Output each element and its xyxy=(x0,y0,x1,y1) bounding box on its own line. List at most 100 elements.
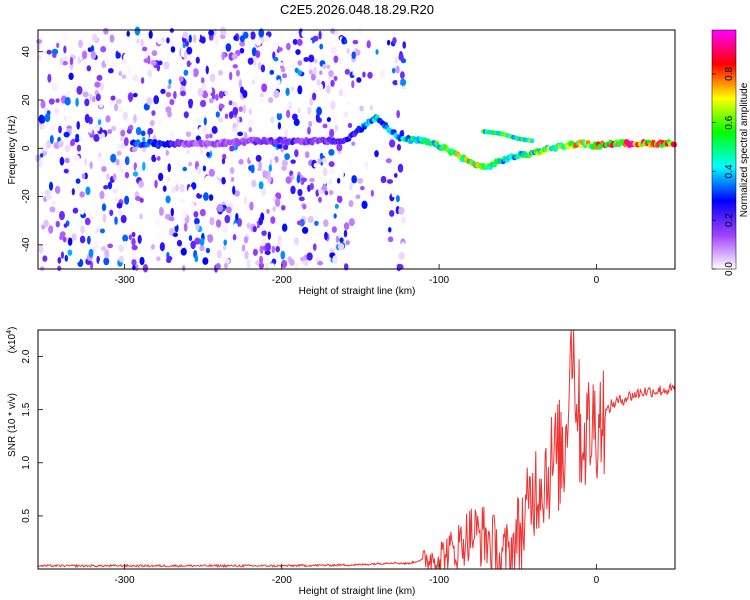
heatmap-cell xyxy=(196,106,201,113)
heatmap-cell xyxy=(304,151,310,159)
heatmap-cell xyxy=(188,56,195,63)
heatmap-cell xyxy=(317,158,322,164)
heatmap-cell xyxy=(391,67,396,74)
heatmap-cell xyxy=(42,144,48,152)
heatmap-cell xyxy=(46,49,52,55)
heatmap-cell xyxy=(239,47,245,54)
y-tick-label: 1.5 xyxy=(21,402,32,416)
heatmap-cell xyxy=(182,31,189,39)
heatmap-cell xyxy=(330,100,336,110)
heatmap-cell xyxy=(208,98,214,104)
heatmap-cell xyxy=(75,178,81,184)
heatmap-cell xyxy=(79,135,84,143)
heatmap-cell xyxy=(70,161,74,168)
heatmap-cell xyxy=(205,133,210,140)
heatmap-cell xyxy=(324,190,329,196)
heatmap-cell xyxy=(211,92,216,100)
heatmap-cell xyxy=(313,58,318,64)
heatmap-cell xyxy=(278,47,283,52)
heatmap-cell xyxy=(214,36,220,46)
snr-y-multiplier: (x104) xyxy=(6,327,18,354)
heatmap-cell xyxy=(352,71,356,76)
heatmap-cell xyxy=(249,201,254,211)
heatmap-cell xyxy=(117,107,124,113)
heatmap-cell xyxy=(198,186,205,195)
heatmap-cell xyxy=(312,243,317,251)
heatmap-cell xyxy=(112,137,117,145)
heatmap-cell xyxy=(221,51,226,61)
heatmap-cell xyxy=(120,142,126,149)
heatmap-cell xyxy=(139,62,145,72)
heatmap-cell xyxy=(233,35,238,41)
heatmap-cell xyxy=(248,127,252,133)
heatmap-cell xyxy=(307,126,311,135)
heatmap-cell xyxy=(232,234,237,241)
heatmap-cell xyxy=(114,216,118,225)
heatmap-cell xyxy=(343,39,348,44)
heatmap-cell xyxy=(266,208,270,214)
heatmap-cell xyxy=(277,79,281,86)
heatmap-cell xyxy=(308,54,315,63)
x-tick-label: -100 xyxy=(429,275,449,286)
heatmap-cell xyxy=(167,110,172,118)
heatmap-cell xyxy=(109,34,115,43)
heatmap-cell xyxy=(323,219,329,228)
heatmap-cell xyxy=(64,157,70,164)
heatmap-cell xyxy=(150,59,157,66)
heatmap-cell xyxy=(259,96,265,105)
heatmap-cell xyxy=(188,161,193,167)
heatmap-cell xyxy=(225,190,232,197)
heatmap-cell xyxy=(338,169,344,179)
heatmap-cell xyxy=(215,262,221,270)
colorbar-tick-label: 0.0 xyxy=(724,262,735,276)
heatmap-cell xyxy=(385,158,392,164)
heatmap-cell xyxy=(189,76,194,83)
heatmap-cell xyxy=(193,211,199,218)
heatmap-cell xyxy=(369,104,374,111)
heatmap-cell xyxy=(280,66,286,73)
heatmap-cell xyxy=(51,82,58,92)
heatmap-cell xyxy=(261,83,268,93)
heatmap-cell xyxy=(115,98,122,105)
heatmap-cell xyxy=(158,172,164,182)
heatmap-cell xyxy=(124,171,130,179)
heatmap-cell xyxy=(77,110,83,117)
heatmap-cell xyxy=(103,27,109,35)
heatmap-cell xyxy=(104,57,110,65)
heatmap-cell xyxy=(142,161,146,171)
heatmap-cell xyxy=(255,39,262,46)
heatmap-cell xyxy=(333,75,338,82)
heatmap-cell xyxy=(171,155,176,163)
heatmap-cell xyxy=(190,70,194,76)
heatmap-cell xyxy=(224,146,230,152)
heatmap-cell xyxy=(258,216,264,226)
heatmap-cell xyxy=(128,234,132,241)
heatmap-cell xyxy=(195,56,200,64)
heatmap-cell xyxy=(229,111,234,119)
heatmap-cell xyxy=(230,261,235,270)
heatmap-cell xyxy=(289,215,297,226)
heatmap-cell xyxy=(379,69,385,78)
heatmap-cell xyxy=(126,156,130,166)
heatmap-cell xyxy=(76,85,83,95)
heatmap-cell xyxy=(112,188,119,194)
heatmap-cell xyxy=(394,57,399,64)
heatmap-cell xyxy=(136,203,142,213)
heatmap-cell xyxy=(208,194,214,201)
heatmap-cell xyxy=(54,252,60,259)
heatmap-cell xyxy=(96,74,103,82)
heatmap-cell xyxy=(297,188,303,197)
heatmap-cell xyxy=(302,203,307,210)
heatmap-cell xyxy=(243,131,248,141)
heatmap-cell xyxy=(133,114,137,123)
heatmap-cell xyxy=(112,173,117,181)
snr-y-ticks: 0.5 1.0 1.5 2.0 xyxy=(21,349,43,523)
heatmap-cell xyxy=(151,110,156,116)
heatmap-cell xyxy=(258,181,264,190)
heatmap-cell xyxy=(295,49,301,55)
heatmap-cell xyxy=(265,35,270,44)
heatmap-cell xyxy=(156,256,161,262)
heatmap-cell xyxy=(222,153,227,160)
heatmap-cell xyxy=(252,225,257,233)
heatmap-cell xyxy=(284,153,291,160)
